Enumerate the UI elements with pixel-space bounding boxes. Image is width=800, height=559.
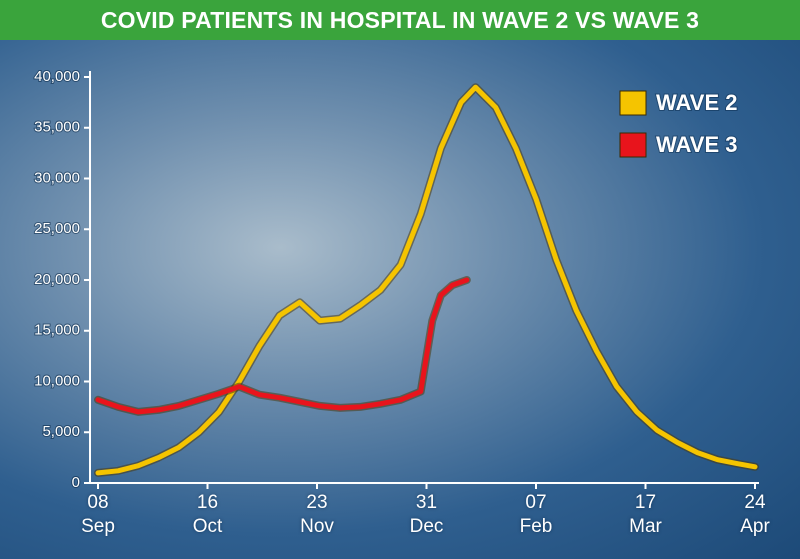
legend-label: WAVE 2: [656, 90, 738, 115]
x-tick-label: 23 Nov: [300, 492, 334, 537]
y-tick-label: 35,000: [34, 119, 80, 136]
y-tick-label: 20,000: [34, 271, 80, 288]
y-tick-label: 5,000: [42, 423, 80, 440]
line-outline: [94, 276, 471, 416]
x-tick-label: 07 Feb: [519, 492, 553, 537]
x-tick-label: 24 Apr: [740, 492, 770, 537]
legend-swatch: [619, 90, 647, 116]
legend-label: WAVE 3: [656, 132, 738, 157]
y-tick-label: 0: [72, 474, 80, 491]
background-photo: [0, 40, 800, 559]
series-line: [95, 277, 470, 415]
y-tick-label: 10,000: [34, 372, 80, 389]
y-tick-label: 30,000: [34, 169, 80, 186]
x-tick-label: 16 Oct: [192, 492, 223, 537]
y-tick-label: 40,000: [34, 68, 80, 85]
legend-swatch: [619, 132, 647, 158]
y-tick-label: 25,000: [34, 220, 80, 237]
x-tick-label: 31 Dec: [409, 492, 444, 537]
series-line: [95, 84, 758, 476]
x-tick-label: 17 Mar: [629, 492, 662, 537]
chart-title: COVID PATIENTS IN HOSPITAL IN WAVE 2 VS …: [0, 0, 800, 40]
x-tick-label: 08 Sep: [81, 492, 115, 537]
y-tick-label: 15,000: [34, 322, 80, 339]
